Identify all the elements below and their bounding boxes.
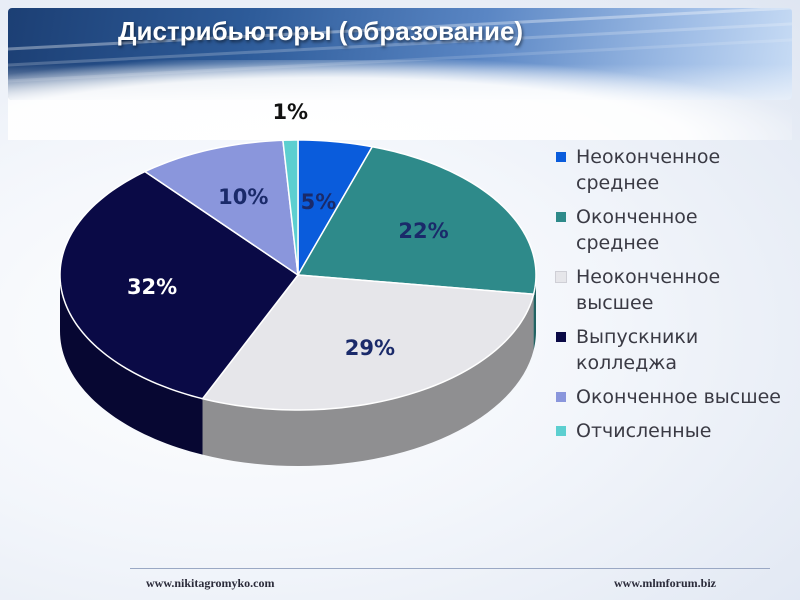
legend-swatch <box>556 212 566 222</box>
legend-label: Отчисленные <box>576 420 712 442</box>
page-title: Дистрибьюторы (образование) <box>118 16 524 46</box>
legend-item: Неоконченное среднее <box>556 144 786 196</box>
legend-item: Оконченное высшее <box>556 384 786 410</box>
legend-swatch <box>555 271 567 283</box>
pie-slice-label: 10% <box>218 185 269 210</box>
legend-label: Выпускники колледжа <box>576 326 699 374</box>
pie-slice <box>201 274 535 411</box>
legend-label: Неоконченное среднее <box>576 146 721 194</box>
pie-slice-label: 29% <box>344 336 395 361</box>
legend-item: Выпускники колледжа <box>556 324 786 376</box>
chart-legend: Неоконченное среднее Оконченное среднее Не… <box>555 144 786 452</box>
legend-label: Оконченное высшее <box>576 386 782 408</box>
pie-slice <box>59 170 300 400</box>
pie-slice-label: 1% <box>272 100 309 125</box>
legend-swatch <box>556 332 566 342</box>
pie-slice <box>282 139 299 276</box>
header-swoosh <box>8 60 792 140</box>
pie-slice-label: 5% <box>300 189 337 214</box>
pie-slice-label: 32% <box>126 274 178 299</box>
legend-swatch <box>556 392 566 402</box>
legend-label: Неоконченное высшее <box>576 266 721 314</box>
legend-item: Оконченное среднее <box>556 204 786 256</box>
pie-slice-label: 22% <box>398 218 449 243</box>
pie-tops <box>59 139 537 411</box>
footer-left-url[interactable]: www.nikitagromyko.com <box>146 576 275 590</box>
legend-item: Отчисленные <box>556 418 786 444</box>
footer-divider <box>130 568 770 569</box>
pie-slice <box>297 139 374 278</box>
pie-side <box>202 294 534 466</box>
pie-slice <box>296 145 537 296</box>
legend-swatch <box>556 152 566 162</box>
footer-right-url[interactable]: www.mlmforum.biz <box>614 576 716 590</box>
legend-swatch <box>556 426 566 436</box>
legend-item: Неоконченное высшее <box>555 264 786 316</box>
pie-slice <box>143 139 299 277</box>
legend-label: Оконченное среднее <box>576 206 698 254</box>
pie-side <box>60 275 203 455</box>
